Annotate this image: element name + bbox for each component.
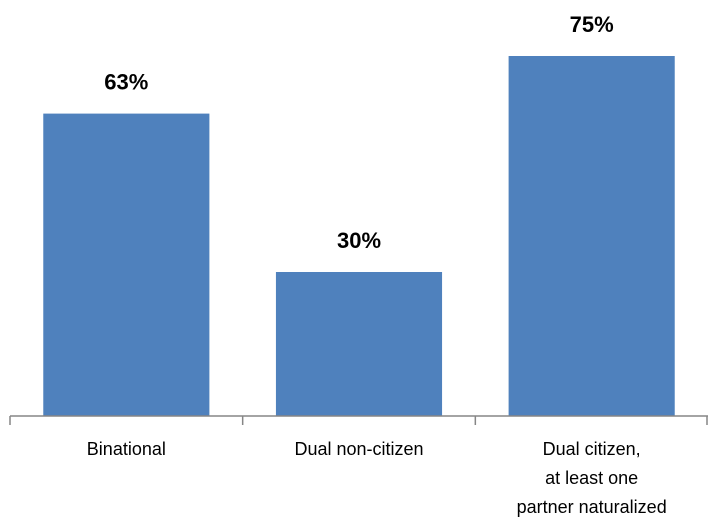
bar-1 bbox=[43, 113, 210, 416]
x-axis bbox=[9, 415, 708, 425]
bars-group bbox=[43, 56, 675, 416]
value-label-1: 63% bbox=[104, 70, 148, 95]
category-label-line: partner naturalized bbox=[517, 497, 667, 517]
category-label-1: Binational bbox=[87, 439, 166, 459]
bar-2 bbox=[275, 272, 443, 416]
value-label-2: 30% bbox=[337, 228, 381, 253]
category-label-line: at least one bbox=[545, 468, 638, 488]
category-label-line: Dual non-citizen bbox=[294, 439, 423, 459]
category-label-2: Dual non-citizen bbox=[294, 439, 423, 459]
category-label-3: Dual citizen, at least one partner natural… bbox=[517, 439, 667, 517]
value-label-3: 75% bbox=[570, 12, 614, 37]
category-label-line: Binational bbox=[87, 439, 166, 459]
value-labels-group: 63% 30% 75% bbox=[104, 12, 613, 253]
category-label-line: Dual citizen, bbox=[543, 439, 641, 459]
bar-3 bbox=[508, 56, 675, 416]
category-labels-group: Binational Dual non-citizen Dual citizen, a… bbox=[87, 439, 667, 517]
